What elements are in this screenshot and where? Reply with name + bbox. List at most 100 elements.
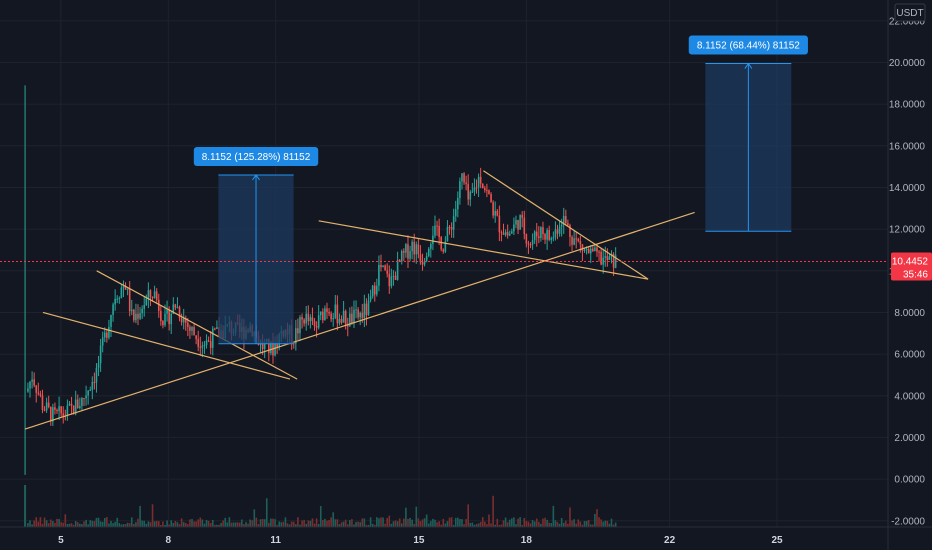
volume-bar xyxy=(274,519,276,527)
candle-body xyxy=(130,309,133,312)
candle-body xyxy=(31,379,33,382)
grid xyxy=(0,0,888,527)
candle-body xyxy=(436,225,438,227)
volume-bar xyxy=(191,518,193,527)
volume-bar xyxy=(238,522,241,527)
volume-bar xyxy=(243,524,245,527)
volume-bar xyxy=(434,519,436,527)
volume-bar xyxy=(209,523,212,527)
volume-bar xyxy=(83,521,85,527)
volume-bar xyxy=(195,521,197,527)
volume-bar xyxy=(101,521,104,527)
volume-bar xyxy=(504,517,507,527)
volume-bar xyxy=(608,523,611,527)
volume-bar xyxy=(108,523,110,527)
candle-body xyxy=(531,240,534,245)
volume-bar xyxy=(124,523,127,527)
candle-body xyxy=(216,327,218,329)
volume-bar xyxy=(76,522,79,527)
candle-body xyxy=(585,249,588,251)
x-tick-label: 18 xyxy=(521,535,533,546)
volume-bar xyxy=(245,522,247,527)
candle-body xyxy=(139,313,141,319)
currency-button[interactable]: USDT xyxy=(894,3,926,22)
time-axis[interactable]: 5 8 11 15 18 22 25 xyxy=(0,526,932,546)
candle-body xyxy=(569,225,571,237)
candle-body xyxy=(164,313,166,326)
x-tick-label: 11 xyxy=(270,535,281,546)
volume-bar xyxy=(330,517,332,527)
volume-bar xyxy=(27,523,29,527)
volume-bar xyxy=(452,524,455,527)
volume-bar xyxy=(37,521,40,527)
volume-bar xyxy=(589,524,592,527)
candle-body xyxy=(270,341,272,354)
volume-bar xyxy=(552,505,555,527)
candle-body xyxy=(66,405,69,416)
volume-bar xyxy=(336,519,339,527)
volume-bar xyxy=(382,517,384,527)
candle-body xyxy=(168,309,170,325)
candle-body xyxy=(157,299,160,311)
volume-bar xyxy=(187,524,189,527)
volume-bar xyxy=(182,522,185,527)
volume-bar xyxy=(112,523,114,527)
volume-bar xyxy=(602,521,604,527)
volume-bar xyxy=(297,517,299,527)
candle-body xyxy=(614,255,617,268)
volume-bar xyxy=(440,524,443,527)
candle-body xyxy=(538,236,540,239)
volume-bar xyxy=(592,524,594,527)
volume-bar xyxy=(573,519,575,527)
volume-bar xyxy=(133,523,135,527)
candle-body xyxy=(160,310,162,321)
volume-bar xyxy=(585,520,588,527)
candle-body xyxy=(114,298,116,305)
volume-bar xyxy=(606,520,609,527)
volume-bar xyxy=(301,520,303,527)
candle-body xyxy=(504,232,507,235)
volume-bar xyxy=(575,523,577,527)
volume-bar xyxy=(363,518,366,527)
volume-bar xyxy=(91,520,94,527)
volume-bar xyxy=(484,521,486,527)
volume-bar xyxy=(230,522,233,527)
volume-bar xyxy=(62,522,65,527)
volume-bar xyxy=(322,520,324,527)
volume-bar xyxy=(384,523,386,527)
candle-body xyxy=(398,260,401,262)
x-tick-label: 5 xyxy=(58,535,64,546)
volume-bar xyxy=(500,524,503,527)
y-tick-label: 22.0000 xyxy=(889,16,926,27)
candle-body xyxy=(342,311,345,323)
volume-bar xyxy=(577,519,580,527)
candle-body xyxy=(371,285,374,297)
volume-bar xyxy=(334,519,337,527)
volume-bar xyxy=(93,521,96,527)
volume-bar xyxy=(421,519,424,527)
y-tick-label: 2.0000 xyxy=(894,433,925,444)
volume-bar xyxy=(542,518,544,527)
volume-bar xyxy=(326,520,328,527)
y-tick-label: 8.0000 xyxy=(894,308,925,319)
volume-bar xyxy=(172,523,175,527)
candle-body xyxy=(432,235,434,244)
candle-body xyxy=(550,237,553,240)
volume-bar xyxy=(554,520,557,527)
candle-body xyxy=(592,248,594,251)
volume-bar xyxy=(567,523,569,527)
volume-bar xyxy=(519,517,521,527)
candle-body xyxy=(560,224,563,227)
candle-body xyxy=(128,288,131,312)
volume-bar xyxy=(513,517,515,527)
trendline xyxy=(318,220,649,280)
volume-bar xyxy=(189,519,191,527)
volume-bar xyxy=(403,518,405,527)
candle-body xyxy=(488,190,490,195)
volume-bar xyxy=(270,518,272,527)
volume-bar xyxy=(311,518,314,527)
volume-bar xyxy=(446,521,449,527)
candle-body xyxy=(523,217,526,235)
candle-body xyxy=(369,296,372,301)
